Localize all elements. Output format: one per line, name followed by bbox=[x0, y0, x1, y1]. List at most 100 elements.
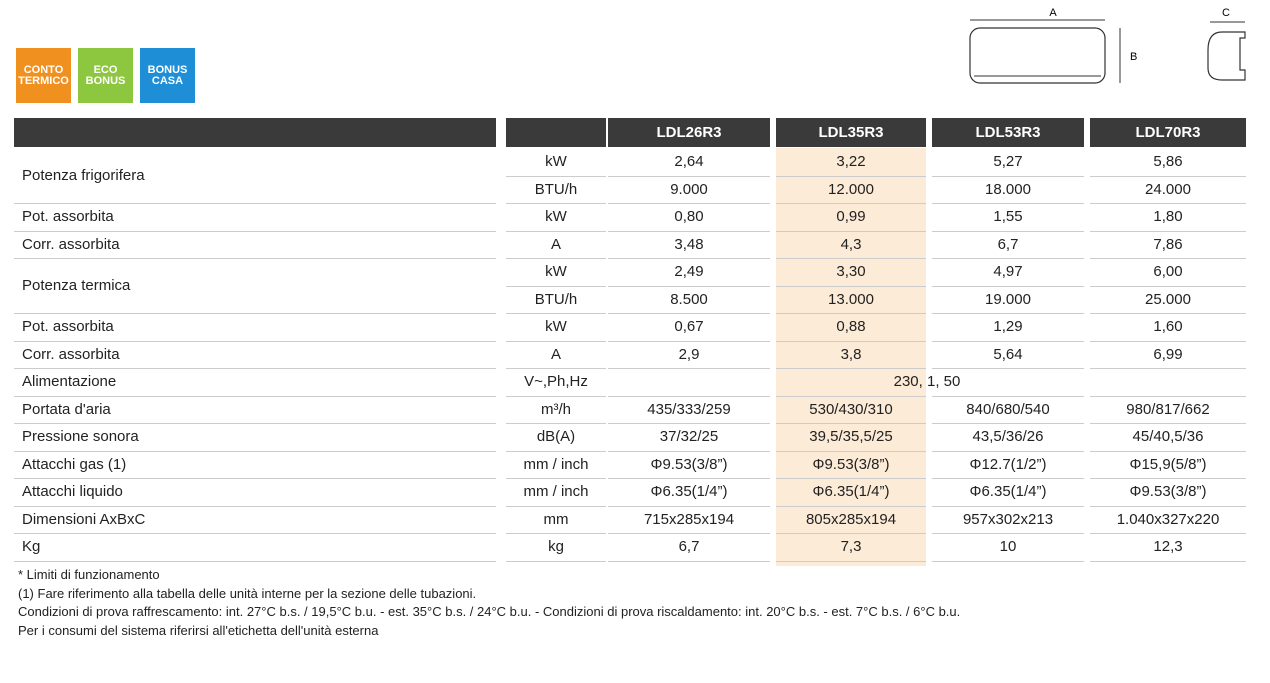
value-cell: 18.000 bbox=[985, 180, 1031, 198]
value-cell: 4,97 bbox=[993, 263, 1023, 281]
row-line bbox=[776, 450, 926, 452]
value-cell: 12.000 bbox=[828, 180, 874, 198]
row-line bbox=[1090, 368, 1246, 369]
value-cell: 980/817/662 bbox=[1126, 400, 1210, 418]
row-label: Portata d'aria bbox=[22, 400, 111, 418]
dim-label: C bbox=[1222, 7, 1230, 19]
value-cell: 6,7 bbox=[997, 235, 1019, 253]
row-line bbox=[776, 505, 926, 507]
value-cell: 5,86 bbox=[1153, 153, 1183, 171]
value-cell: 4,3 bbox=[840, 235, 862, 253]
value-cell: 1,29 bbox=[993, 318, 1023, 336]
row-line bbox=[1090, 478, 1246, 479]
value-cell: 230, 1, 50 bbox=[893, 373, 961, 391]
unit-cell: m³/h bbox=[541, 400, 571, 418]
unit-cell: A bbox=[550, 345, 561, 363]
value-cell: 39,5/35,5/25 bbox=[809, 428, 893, 446]
row-line bbox=[932, 175, 1084, 177]
row-line bbox=[608, 258, 770, 259]
row-line bbox=[932, 340, 1084, 342]
row-line bbox=[506, 368, 606, 369]
value-cell: 37/32/25 bbox=[659, 428, 719, 446]
badge-text: ECO bbox=[93, 63, 118, 76]
value-cell: 6,00 bbox=[1153, 263, 1183, 281]
value-cell: 435/333/259 bbox=[647, 400, 731, 418]
dim-label: B bbox=[1130, 51, 1137, 63]
value-cell: Φ6.35(1/4”) bbox=[812, 483, 890, 501]
model-header: LDL35R3 bbox=[776, 118, 926, 147]
row-line bbox=[14, 423, 496, 424]
row-label: Alimentazione bbox=[22, 373, 117, 391]
row-line bbox=[932, 478, 1084, 479]
header-blank bbox=[506, 118, 606, 147]
row-line bbox=[608, 478, 770, 479]
row-line bbox=[608, 560, 770, 562]
value-cell: 12,3 bbox=[1153, 538, 1183, 556]
row-line bbox=[506, 505, 606, 507]
row-line bbox=[776, 478, 926, 479]
unit-cell: mm / inch bbox=[523, 483, 589, 501]
value-cell: 6,99 bbox=[1153, 345, 1183, 363]
row-line bbox=[1090, 175, 1246, 177]
row-line bbox=[932, 423, 1084, 424]
row-line bbox=[608, 368, 770, 369]
dim-label: A bbox=[1049, 7, 1057, 19]
row-line bbox=[506, 395, 606, 397]
value-cell: 1,60 bbox=[1153, 318, 1183, 336]
row-line bbox=[932, 395, 1084, 397]
value-cell: 530/430/310 bbox=[809, 400, 893, 418]
row-line bbox=[932, 450, 1084, 452]
row-line bbox=[608, 533, 770, 534]
row-line bbox=[776, 203, 926, 204]
row-label: Kg bbox=[22, 538, 41, 556]
value-cell: 3,48 bbox=[674, 235, 704, 253]
row-line bbox=[1090, 450, 1246, 452]
row-line bbox=[14, 203, 496, 204]
unit-cell: kW bbox=[545, 318, 567, 336]
unit-cell: kW bbox=[545, 208, 567, 226]
row-line bbox=[14, 478, 496, 479]
row-line bbox=[776, 423, 926, 424]
row-line bbox=[608, 230, 770, 232]
row-label: Pot. assorbita bbox=[22, 208, 114, 226]
value-cell: 13.000 bbox=[828, 290, 874, 308]
value-cell: Φ6.35(1/4”) bbox=[650, 483, 728, 501]
value-cell: 0,80 bbox=[674, 208, 704, 226]
row-label: Attacchi liquido bbox=[22, 483, 123, 501]
row-line bbox=[608, 175, 770, 177]
value-cell: 1,80 bbox=[1153, 208, 1183, 226]
row-line bbox=[776, 533, 926, 534]
row-line bbox=[1090, 258, 1246, 259]
unit-diagram: A B C bbox=[969, 7, 1246, 84]
row-line bbox=[776, 368, 926, 369]
unit-cell: kW bbox=[545, 263, 567, 281]
row-line bbox=[506, 203, 606, 204]
unit-cell: BTU/h bbox=[534, 180, 578, 198]
row-line bbox=[506, 175, 606, 177]
value-cell: 7,86 bbox=[1153, 235, 1183, 253]
row-line bbox=[14, 230, 496, 232]
badge: CONTO TERMICO bbox=[16, 48, 71, 103]
row-line bbox=[1090, 203, 1246, 204]
row-line bbox=[932, 203, 1084, 204]
indoor-unit-side bbox=[1207, 31, 1246, 81]
row-line bbox=[932, 533, 1084, 534]
row-line bbox=[1090, 285, 1246, 287]
badge-text: BONUS bbox=[85, 74, 126, 87]
value-cell: Φ15,9(5/8”) bbox=[1129, 455, 1207, 473]
badge-text: TERMICO bbox=[18, 74, 69, 87]
row-line bbox=[776, 175, 926, 177]
value-cell: 5,27 bbox=[993, 153, 1023, 171]
row-line bbox=[14, 533, 496, 534]
row-line bbox=[506, 560, 606, 562]
value-cell: 0,99 bbox=[836, 208, 866, 226]
row-line bbox=[1090, 423, 1246, 424]
value-cell: 43,5/36/26 bbox=[972, 428, 1044, 446]
row-line bbox=[1090, 505, 1246, 507]
row-line bbox=[776, 313, 926, 314]
row-line bbox=[506, 285, 606, 287]
row-line bbox=[14, 313, 496, 314]
footnote: Condizioni di prova raffrescamento: int.… bbox=[18, 604, 961, 620]
value-cell: 8.500 bbox=[670, 290, 708, 308]
badge: BONUS CASA bbox=[140, 48, 195, 103]
